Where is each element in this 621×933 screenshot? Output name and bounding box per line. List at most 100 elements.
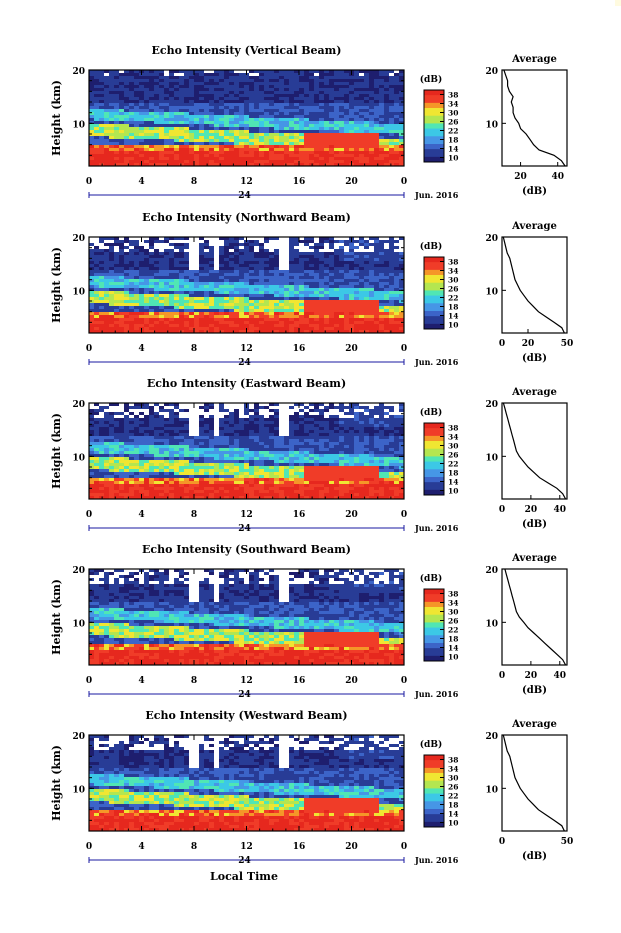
heatmap-cell (299, 106, 304, 109)
heatmap-cell (309, 100, 314, 103)
heatmap-cell (239, 324, 244, 327)
heatmap-cell (314, 91, 319, 94)
heatmap-cell (184, 258, 189, 261)
heatmap-cell (294, 276, 299, 279)
heatmap-cell (319, 412, 324, 415)
heatmap-cell (234, 427, 239, 430)
heatmap-cell (184, 442, 189, 445)
heatmap-cell (324, 406, 329, 409)
heatmap-cell (379, 276, 384, 279)
heatmap-cell (374, 139, 379, 142)
heatmap-cell (179, 133, 184, 136)
heatmap-cell (264, 324, 269, 327)
heatmap-cell (334, 439, 339, 442)
heatmap-cell (344, 424, 349, 427)
heatmap-cell (129, 448, 134, 451)
heatmap-cell (289, 82, 294, 85)
heatmap-cell (194, 145, 199, 148)
heatmap-cell (304, 279, 309, 282)
heatmap-cell (389, 315, 394, 318)
heatmap-cell (319, 418, 324, 421)
heatmap-cell (114, 130, 119, 133)
heatmap-cell (299, 151, 304, 154)
heatmap-cell (139, 291, 144, 294)
heatmap-cell (269, 145, 274, 148)
heatmap-cell (194, 285, 199, 288)
heatmap-cell (384, 291, 389, 294)
heatmap-cell (124, 255, 129, 258)
heatmap-cell (114, 264, 119, 267)
heatmap-cell (94, 145, 99, 148)
heatmap-cell (389, 442, 394, 445)
heatmap-cell (154, 264, 159, 267)
heatmap-cell (259, 94, 264, 97)
heatmap-cell (209, 106, 214, 109)
heatmap-cell (224, 261, 229, 264)
heatmap-cell (144, 82, 149, 85)
heatmap-cell (89, 115, 94, 118)
heatmap-cell (209, 279, 214, 282)
heatmap-cell (279, 285, 284, 288)
heatmap-cell (214, 451, 219, 454)
heatmap-cell (349, 318, 354, 321)
heatmap-cell (319, 243, 324, 246)
heatmap-cell (364, 303, 369, 306)
heatmap-cell (139, 294, 144, 297)
heatmap-cell (194, 297, 199, 300)
heatmap-cell (154, 85, 159, 88)
heatmap-cell (319, 148, 324, 151)
heatmap-cell (244, 270, 249, 273)
heatmap-cell (289, 106, 294, 109)
heatmap-cell (264, 267, 269, 270)
heatmap-cell (259, 255, 264, 258)
heatmap-cell (264, 424, 269, 427)
heatmap-cell (159, 297, 164, 300)
heatmap-cell (119, 246, 124, 249)
heatmap-cell (274, 73, 279, 76)
heatmap-cell (319, 312, 324, 315)
heatmap-cell (374, 436, 379, 439)
heatmap-cell (359, 273, 364, 276)
heatmap-cell (169, 142, 174, 145)
heatmap-cell (364, 258, 369, 261)
heatmap-cell (179, 306, 184, 309)
heatmap-cell (274, 427, 279, 430)
heatmap-cell (204, 264, 209, 267)
heatmap-cell (104, 261, 109, 264)
heatmap-cell (174, 118, 179, 121)
heatmap-cell (274, 282, 279, 285)
heatmap-cell (394, 157, 399, 160)
heatmap-cell (354, 291, 359, 294)
heatmap-cell (364, 112, 369, 115)
heatmap-cell (104, 291, 109, 294)
heatmap-cell (159, 324, 164, 327)
heatmap-cell (344, 115, 349, 118)
heatmap-cell (164, 312, 169, 315)
heatmap-cell (109, 91, 114, 94)
average-title: Average (511, 221, 557, 232)
heatmap-cell (194, 315, 199, 318)
heatmap-cell (369, 430, 374, 433)
heatmap-cell (359, 309, 364, 312)
heatmap-cell (304, 427, 309, 430)
heatmap-cell (374, 118, 379, 121)
heatmap-cell (174, 103, 179, 106)
heatmap-cell (334, 282, 339, 285)
heatmap-cell (204, 427, 209, 430)
heatmap-cell (289, 100, 294, 103)
heatmap-cell (364, 139, 369, 142)
heatmap-cell (289, 264, 294, 267)
heatmap-cell (289, 294, 294, 297)
heatmap-cell (294, 249, 299, 252)
heatmap-cell (134, 82, 139, 85)
heatmap-cell (99, 157, 104, 160)
heatmap-cell (329, 279, 334, 282)
heatmap-cell (304, 82, 309, 85)
heatmap-cell (189, 312, 194, 315)
heatmap-cell (349, 82, 354, 85)
heatmap-cell (149, 139, 154, 142)
heatmap-cell (269, 288, 274, 291)
heatmap-cell (94, 85, 99, 88)
heatmap-cell (119, 421, 124, 424)
heatmap-cell (284, 109, 289, 112)
